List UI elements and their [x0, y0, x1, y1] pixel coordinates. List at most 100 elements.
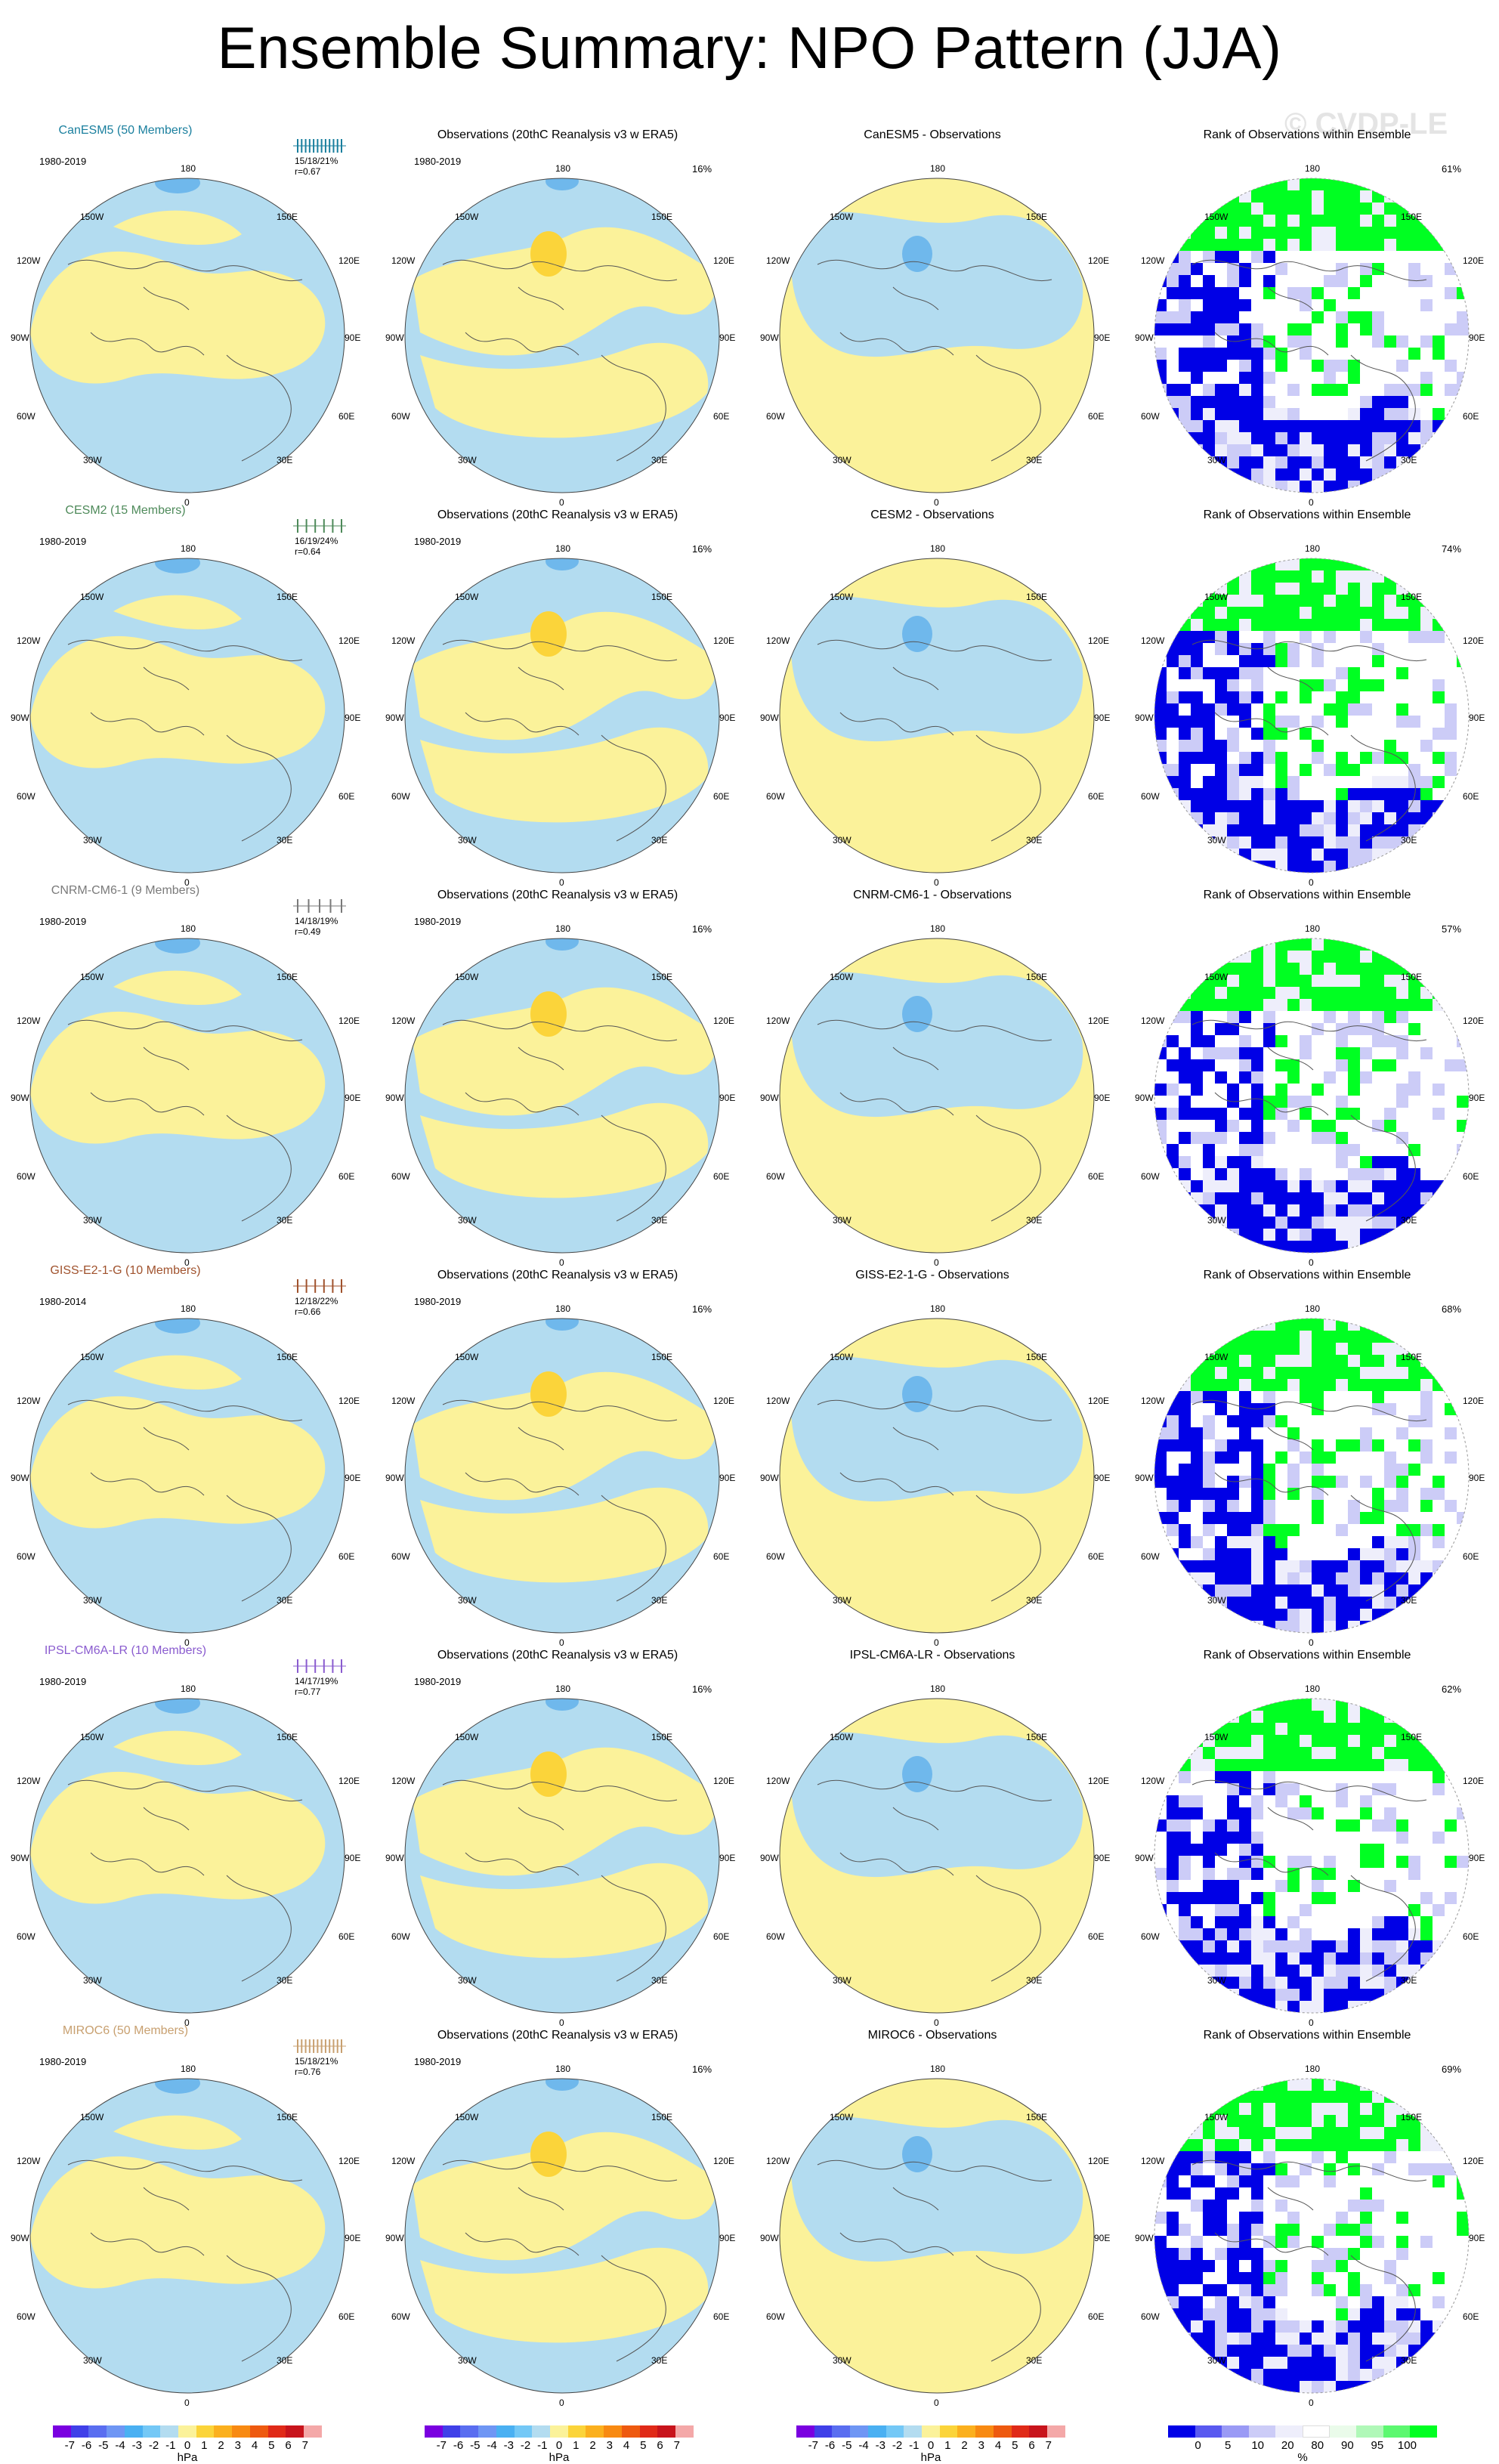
rank-cell — [1167, 987, 1179, 999]
rank-cell — [1263, 1500, 1275, 1512]
rank-cell — [1433, 595, 1445, 607]
longitude-label: 60W — [766, 1171, 785, 1182]
rank-cell — [1287, 987, 1300, 999]
rank-cell — [1179, 643, 1191, 655]
rank-cell — [1154, 1331, 1167, 1343]
rank-cell — [1251, 1331, 1263, 1343]
colorbar-cell — [249, 2425, 268, 2438]
rank-cell — [1275, 1572, 1287, 1584]
rank-cell — [1336, 323, 1348, 335]
rank-cell — [1191, 1536, 1203, 1548]
rank-cell — [1445, 2079, 1457, 2091]
rank-cell — [1384, 776, 1396, 788]
rank-cell — [1227, 2175, 1239, 2187]
rank-cell — [1287, 776, 1300, 788]
rank-cell — [1384, 432, 1396, 444]
colorbar-cell — [107, 2425, 125, 2438]
rank-cell — [1287, 1711, 1300, 1723]
rank-cell — [1154, 311, 1167, 323]
rank-cell — [1191, 178, 1203, 190]
rank-cell — [1300, 1711, 1312, 1723]
rank-cell — [1457, 1204, 1469, 1217]
rank-cell — [1263, 2381, 1275, 2393]
rank-cell — [1312, 481, 1324, 493]
rank-cell — [1239, 1940, 1251, 1952]
rank-cell — [1372, 1229, 1384, 1241]
rank-cell — [1457, 2091, 1469, 2103]
colorbar-cell — [1195, 2425, 1222, 2438]
rank-cell — [1167, 456, 1179, 468]
rank-cell — [1239, 1759, 1251, 1771]
rank-cell — [1336, 2369, 1348, 2381]
rank-cell — [1300, 1379, 1312, 1391]
map-border — [779, 1318, 1095, 1634]
longitude-label: 0 — [559, 497, 564, 508]
rank-cell — [1275, 1965, 1287, 1977]
rank-cell — [1263, 1011, 1275, 1023]
rank-cell — [1251, 420, 1263, 432]
rank-cell — [1251, 2260, 1263, 2272]
rank-cell — [1251, 1319, 1263, 1331]
anomaly-region — [113, 2115, 242, 2150]
rank-cell — [1263, 583, 1275, 595]
coastlines — [442, 2159, 678, 2362]
rank-cell — [1300, 570, 1312, 583]
rank-cell — [1324, 975, 1336, 987]
rank-cell — [1203, 1415, 1215, 1427]
colorbar-cell — [832, 2425, 851, 2438]
map-border — [404, 1318, 720, 1634]
rank-cell — [1287, 1120, 1300, 1132]
rank-cell — [1154, 800, 1167, 812]
rank-cell — [1251, 1699, 1263, 1711]
rank-cell — [1215, 951, 1227, 963]
rank-cell — [1154, 202, 1167, 215]
rank-cell — [1408, 1548, 1420, 1560]
rank-cell — [1348, 1711, 1360, 1723]
rank-cell — [1167, 2296, 1179, 2308]
rank-cell — [1348, 2127, 1360, 2139]
rank-cell — [1324, 1319, 1336, 1331]
colorbar-cell — [1248, 2425, 1276, 2438]
rank-cell — [1154, 468, 1167, 481]
rank-cell — [1420, 2345, 1433, 2357]
rank-cell — [1251, 1916, 1263, 1928]
rank-cell — [1445, 2357, 1457, 2369]
rank-cell — [1191, 408, 1203, 420]
rank-cell — [1300, 1319, 1312, 1331]
rank-cell — [1384, 2079, 1396, 2091]
rank-cell — [1191, 2200, 1203, 2212]
rank-cell — [1420, 1319, 1433, 1331]
rank-cell — [1263, 631, 1275, 643]
rank-cell — [1167, 1204, 1179, 1217]
rank-cell — [1179, 631, 1191, 643]
rank-cell — [1154, 2333, 1167, 2345]
rank-cell — [1420, 420, 1433, 432]
rank-cell — [1167, 215, 1179, 227]
rank-cell — [1167, 2260, 1179, 2272]
rank-cell — [1287, 975, 1300, 987]
rank-cell — [1263, 348, 1275, 360]
rank-cell — [1191, 2163, 1203, 2175]
rank-cell — [1396, 1011, 1408, 1023]
rank-cell — [1215, 215, 1227, 227]
longitude-label: 60E — [1463, 411, 1479, 422]
rank-cell — [1372, 2308, 1384, 2320]
rank-cell — [1312, 1597, 1324, 1609]
rank-cell — [1433, 570, 1445, 583]
longitude-label: 150E — [1026, 1732, 1048, 1742]
rank-cell — [1384, 2127, 1396, 2139]
rank-cell — [1287, 1783, 1300, 1795]
rank-cell — [1312, 2236, 1324, 2248]
colorbar-cell — [885, 2425, 904, 2438]
rank-cell — [1191, 420, 1203, 432]
rank-cell — [1227, 384, 1239, 396]
rank-cell — [1372, 776, 1384, 788]
rank-cell — [1263, 1977, 1275, 1989]
rank-cell — [1179, 1464, 1191, 1476]
rank-cell — [1396, 1536, 1408, 1548]
longitude-label: 60W — [17, 1551, 36, 1562]
rank-cell — [1179, 1819, 1191, 1832]
rank-cell — [1348, 1192, 1360, 1204]
rank-cell — [1275, 215, 1287, 227]
longitude-label: 120E — [338, 1396, 360, 1406]
